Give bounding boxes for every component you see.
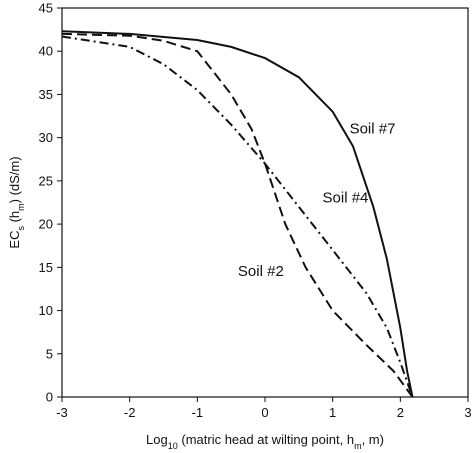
series-line <box>61 30 414 398</box>
y-axis-label-part: (h <box>7 211 22 226</box>
y-axis-label-part: m <box>16 203 26 211</box>
x-tick-label: -2 <box>124 405 136 420</box>
y-tick-label: 30 <box>39 130 53 145</box>
x-axis-label-part: 10 <box>168 441 178 451</box>
x-tick-label: 0 <box>261 405 268 420</box>
series-line <box>61 32 414 398</box>
y-tick-label: 5 <box>46 346 53 361</box>
y-tick-label: 35 <box>39 87 53 102</box>
series-label: Soil #2 <box>238 263 284 280</box>
x-tick-label: -1 <box>192 405 204 420</box>
y-axis-label-part: ) (dS/m) <box>7 156 22 203</box>
y-tick-label: 0 <box>46 390 53 405</box>
y-tick-label: 20 <box>39 217 53 232</box>
x-axis-label-part: (matric head at wilting point, h <box>178 432 354 447</box>
x-axis-label-part: Log <box>146 432 168 447</box>
y-tick-label: 25 <box>39 173 53 188</box>
y-axis-label-part: s <box>16 226 26 231</box>
series-label: Soil #4 <box>323 190 369 207</box>
x-tick-label: 3 <box>464 405 471 420</box>
y-axis-label: ECs (hm) (dS/m) <box>7 156 26 248</box>
plot-frame <box>61 7 469 398</box>
y-tick-label: 15 <box>39 260 53 275</box>
x-tick-label: 2 <box>397 405 404 420</box>
y-tick-label: 45 <box>39 1 53 16</box>
x-axis-label-part: , m) <box>362 432 384 447</box>
series-label: Soil #7 <box>350 120 396 137</box>
y-tick-label: 40 <box>39 44 53 59</box>
y-axis-label-part: EC <box>7 231 22 249</box>
x-tick-label: 1 <box>329 405 336 420</box>
x-axis-label-part: m <box>354 441 362 451</box>
x-axis-label: Log10 (matric head at wilting point, hm,… <box>146 432 384 451</box>
x-tick-label: -3 <box>56 405 68 420</box>
y-tick-label: 10 <box>39 303 53 318</box>
series-line <box>61 35 414 398</box>
